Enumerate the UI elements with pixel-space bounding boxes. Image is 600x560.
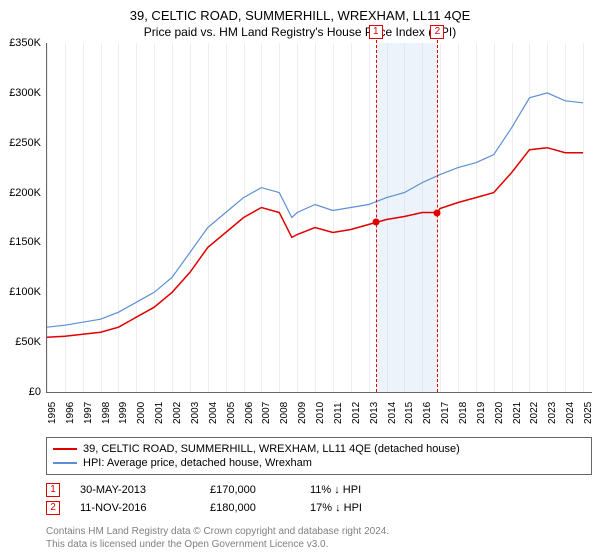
sale-marker-dot [372,219,379,226]
legend-item: HPI: Average price, detached house, Wrex… [53,456,585,470]
sale-row: 1 30-MAY-2013 £170,000 11% ↓ HPI [46,481,592,499]
x-tick-label: 2006 [244,402,255,424]
x-axis-labels: 1995 1996 1997 1998 1999 2000 2001 2002 2003 2004… [43,392,596,432]
x-tick-label: 1995 [47,402,58,424]
sale-flag: 2 [46,501,60,515]
sale-marker-line [376,35,377,392]
legend-label: HPI: Average price, detached house, Wrex… [83,457,312,469]
y-tick-label: £200K [0,187,41,199]
sale-price: £170,000 [210,484,290,496]
x-tick-label: 2005 [226,402,237,424]
series-line [47,93,583,327]
x-tick-label: 2009 [297,402,308,424]
x-tick-label: 1998 [101,402,112,424]
x-tick-label: 1999 [118,402,129,424]
y-tick-label: £300K [0,87,41,99]
x-tick-label: 2013 [369,402,380,424]
x-tick-label: 2000 [136,402,147,424]
x-tick-label: 2020 [494,402,505,424]
attribution: Contains HM Land Registry data © Crown c… [46,525,592,551]
y-tick-label: £50K [0,336,41,348]
x-tick-label: 2025 [583,402,594,424]
x-tick-label: 2019 [476,402,487,424]
chart-subtitle: Price paid vs. HM Land Registry's House … [0,23,600,43]
x-tick-label: 2012 [351,402,362,424]
y-tick-label: £100K [0,286,41,298]
x-tick-label: 2021 [512,402,523,424]
legend: 39, CELTIC ROAD, SUMMERHILL, WREXHAM, LL… [46,437,592,475]
attribution-line: This data is licensed under the Open Gov… [46,538,592,551]
sale-flag: 1 [46,483,60,497]
x-tick-label: 2018 [458,402,469,424]
x-tick-label: 2007 [261,402,272,424]
x-tick-label: 2022 [529,402,540,424]
x-tick-label: 1996 [65,402,76,424]
sale-price: £180,000 [210,502,290,514]
sale-row: 2 11-NOV-2016 £180,000 17% ↓ HPI [46,499,592,517]
x-tick-label: 2023 [547,402,558,424]
x-tick-label: 2004 [208,402,219,424]
series-line [47,148,583,338]
legend-item: 39, CELTIC ROAD, SUMMERHILL, WREXHAM, LL… [53,442,585,456]
x-tick-label: 2003 [190,402,201,424]
sale-hpi-delta: 17% ↓ HPI [310,502,410,514]
sale-date: 11-NOV-2016 [80,502,190,514]
x-tick-label: 2008 [279,402,290,424]
sale-date: 30-MAY-2013 [80,484,190,496]
y-tick-label: £250K [0,137,41,149]
sale-marker-flag: 2 [430,25,444,39]
legend-swatch [53,462,77,464]
y-tick-label: £350K [0,37,41,49]
x-tick-label: 2024 [565,402,576,424]
x-tick-label: 2015 [404,402,415,424]
sale-marker-flag: 1 [369,25,383,39]
x-tick-label: 2011 [333,402,344,424]
y-axis-labels: £0 £50K £100K £150K £200K £250K £300K £350K [1,37,45,397]
chart-plot-area: £0£50K£100K£150K£200K£250K£300K£350K 199… [46,43,592,393]
legend-swatch [53,448,77,450]
x-tick-label: 2016 [422,402,433,424]
y-tick-label: £0 [0,386,41,398]
attribution-line: Contains HM Land Registry data © Crown c… [46,525,592,538]
chart-title: 39, CELTIC ROAD, SUMMERHILL, WREXHAM, LL… [0,0,600,23]
y-tick-label: £150K [0,236,41,248]
legend-label: 39, CELTIC ROAD, SUMMERHILL, WREXHAM, LL… [83,443,460,455]
sale-hpi-delta: 11% ↓ HPI [310,484,410,496]
sales-table: 1 30-MAY-2013 £170,000 11% ↓ HPI 2 11-NOV-201… [46,481,592,517]
x-tick-label: 2002 [172,402,183,424]
x-tick-label: 2014 [387,402,398,424]
sale-marker-dot [434,209,441,216]
x-tick-label: 1997 [83,402,94,424]
series-lines [47,43,592,392]
x-tick-label: 2017 [440,402,451,424]
x-tick-label: 2001 [154,402,165,424]
x-tick-label: 2010 [315,402,326,424]
